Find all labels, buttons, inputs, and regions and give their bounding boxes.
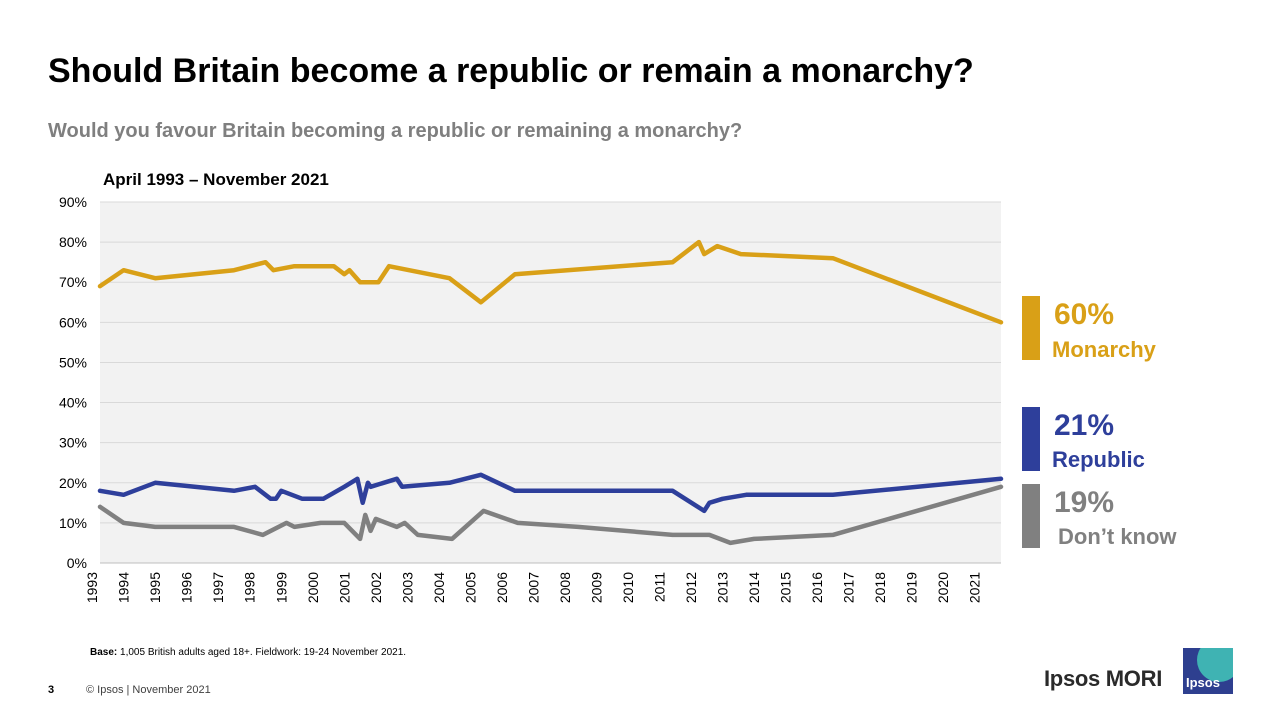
x-tick-label: 1999 [273, 572, 289, 603]
legend-monarchy-value: 60% [1054, 298, 1115, 331]
x-tick-label: 2009 [588, 572, 604, 603]
y-tick-label: 30% [59, 435, 87, 451]
y-tick-label: 0% [67, 555, 87, 571]
series-line-republic [97, 472, 1004, 514]
plot-area [100, 202, 1001, 563]
x-tick-label: 1997 [210, 572, 226, 603]
base-note-text: 1,005 British adults aged 18+. Fieldwork… [117, 647, 407, 658]
x-tick-label: 2005 [462, 572, 478, 603]
x-tick-label: 1995 [147, 572, 163, 603]
page-number: 3 [48, 684, 55, 696]
x-tick-label: 2000 [305, 572, 321, 603]
x-tick-label: 2007 [525, 572, 541, 603]
chart-subtitle: Would you favour Britain becoming a repu… [48, 120, 743, 142]
copyright-text: © Ipsos | November 2021 [86, 684, 211, 696]
legend-republic-swatch [1022, 407, 1040, 471]
y-tick-label: 80% [59, 234, 87, 250]
x-tick-label: 2011 [652, 572, 668, 602]
x-tick-label: 2018 [872, 572, 888, 603]
x-tick-label: 1996 [179, 572, 195, 603]
x-tick-label: 1994 [116, 572, 132, 603]
base-note-label: Base: [90, 647, 118, 658]
y-tick-label: 20% [59, 475, 87, 491]
x-tick-label: 2001 [336, 572, 352, 603]
x-tick-label: 2004 [431, 572, 447, 603]
ipsos-logo: Ipsos [1183, 648, 1233, 694]
y-tick-label: 10% [59, 515, 87, 531]
brand-name: Ipsos MORI [1044, 666, 1163, 691]
x-tick-label: 2019 [904, 572, 920, 603]
x-tick-label: 2020 [935, 572, 951, 603]
base-note: Base: 1,005 British adults aged 18+. Fie… [90, 647, 406, 658]
y-tick-label: 40% [59, 395, 87, 411]
series-line-don-t-know [97, 484, 1004, 546]
x-tick-label: 2003 [399, 572, 415, 603]
x-tick-label: 2021 [967, 572, 983, 603]
legend-monarchy-swatch [1022, 296, 1040, 360]
legend-dont-know-value: 19% [1054, 486, 1115, 519]
legend-monarchy-label: Monarchy [1052, 337, 1156, 362]
y-tick-label: 90% [59, 194, 87, 210]
x-tick-label: 1998 [242, 572, 258, 603]
legend-dont-know-swatch [1022, 484, 1040, 548]
series-line-monarchy [97, 239, 1004, 325]
x-tick-label: 2002 [368, 572, 384, 603]
x-tick-label: 2010 [620, 572, 636, 603]
x-tick-label: 2006 [494, 572, 510, 603]
legend-republic-label: Republic [1052, 447, 1145, 472]
x-tick-label: 2008 [557, 572, 573, 603]
x-tick-label: 2012 [683, 572, 699, 603]
legend-republic-value: 21% [1054, 409, 1115, 442]
x-tick-label: 2016 [809, 572, 825, 603]
legend-dont-know-label: Don’t know [1058, 524, 1177, 549]
y-tick-label: 70% [59, 274, 87, 290]
chart-title: Should Britain become a republic or rema… [48, 52, 974, 90]
y-tick-label: 50% [59, 354, 87, 370]
x-tick-label: 1993 [84, 572, 100, 603]
logo-text: Ipsos [1186, 675, 1220, 690]
x-tick-label: 2013 [715, 572, 731, 603]
x-tick-label: 2017 [841, 572, 857, 603]
date-range-label: April 1993 – November 2021 [103, 170, 329, 189]
x-tick-label: 2014 [746, 572, 762, 603]
y-tick-label: 60% [59, 314, 87, 330]
x-tick-label: 2015 [778, 572, 794, 603]
